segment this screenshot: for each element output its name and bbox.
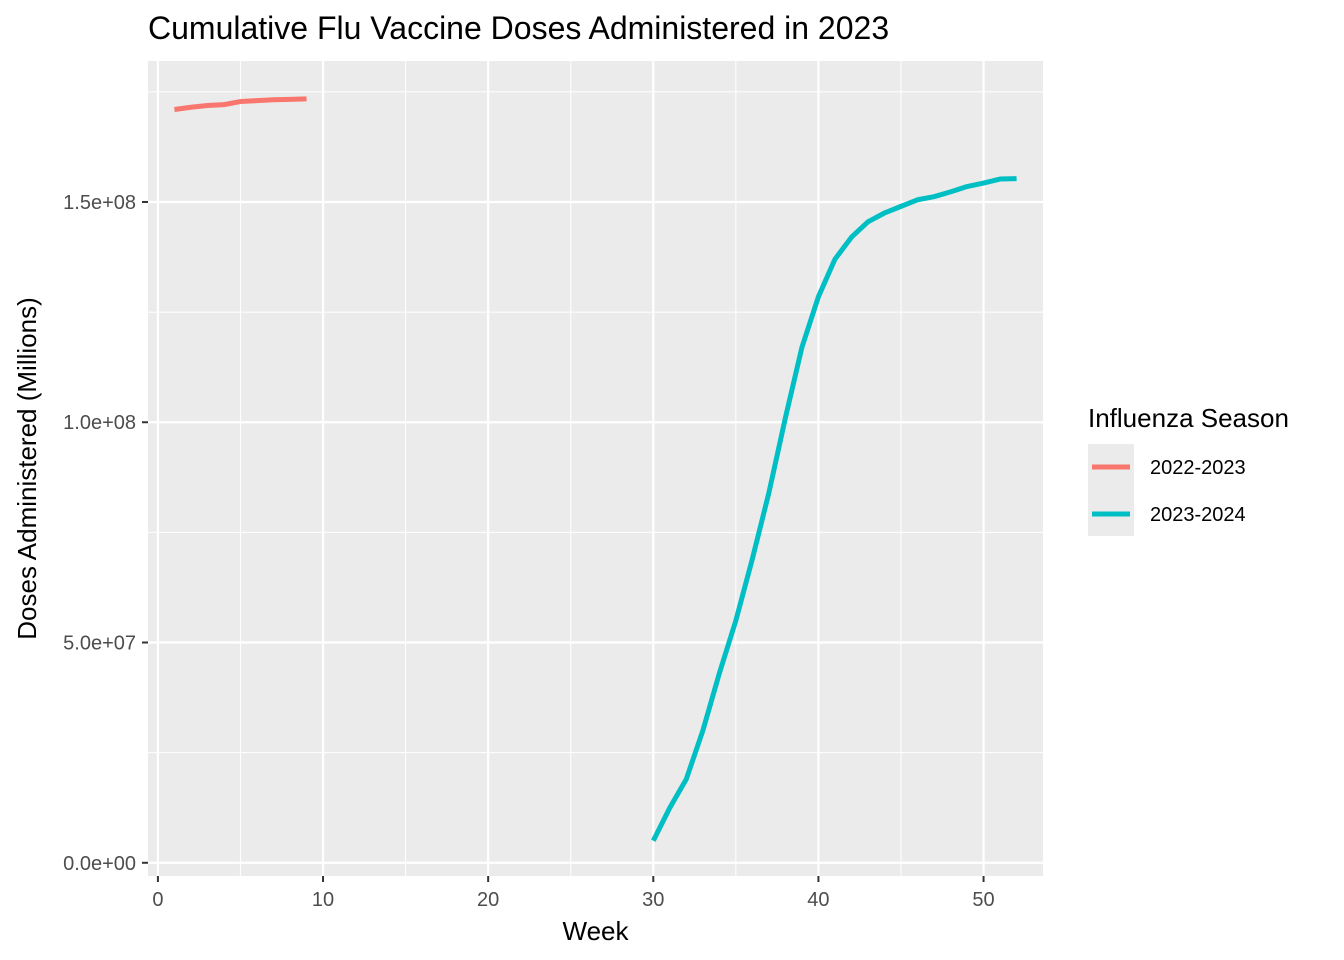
legend-key-background (1088, 444, 1134, 536)
major-gridlines (148, 61, 1043, 876)
series-line-2023-2024 (651, 176, 1017, 842)
x-tick-label: 10 (312, 889, 334, 911)
legend-title: Influenza Season (1088, 403, 1289, 433)
x-tick-label: 20 (477, 889, 499, 911)
x-axis: 0 10 20 30 40 50 (152, 876, 995, 911)
x-axis-title: Week (563, 916, 630, 946)
y-axis-title: Doses Administered (Millions) (12, 297, 42, 639)
legend-label-2023-2024: 2023-2024 (1150, 504, 1246, 526)
x-tick-label: 30 (642, 889, 664, 911)
x-tick-label: 40 (807, 889, 829, 911)
legend-label-2022-2023: 2022-2023 (1150, 457, 1246, 479)
y-tick-label: 1.5e+08 (63, 192, 136, 214)
x-tick-label: 50 (972, 889, 994, 911)
y-tick-label: 1.0e+08 (63, 412, 136, 434)
minor-gridlines (148, 61, 1043, 876)
chart-title: Cumulative Flu Vaccine Doses Administere… (148, 10, 889, 46)
series-lines (174, 96, 1017, 842)
series-line-2022-2023 (174, 96, 307, 112)
legend: Influenza Season 2022-2023 2023-2024 (1088, 403, 1289, 536)
y-tick-label: 0.0e+00 (63, 853, 136, 875)
x-tick-label: 0 (152, 889, 163, 911)
plot-panel (148, 61, 1043, 876)
y-tick-label: 5.0e+07 (63, 633, 136, 655)
y-axis: 0.0e+00 5.0e+07 1.0e+08 1.5e+08 (63, 192, 148, 875)
